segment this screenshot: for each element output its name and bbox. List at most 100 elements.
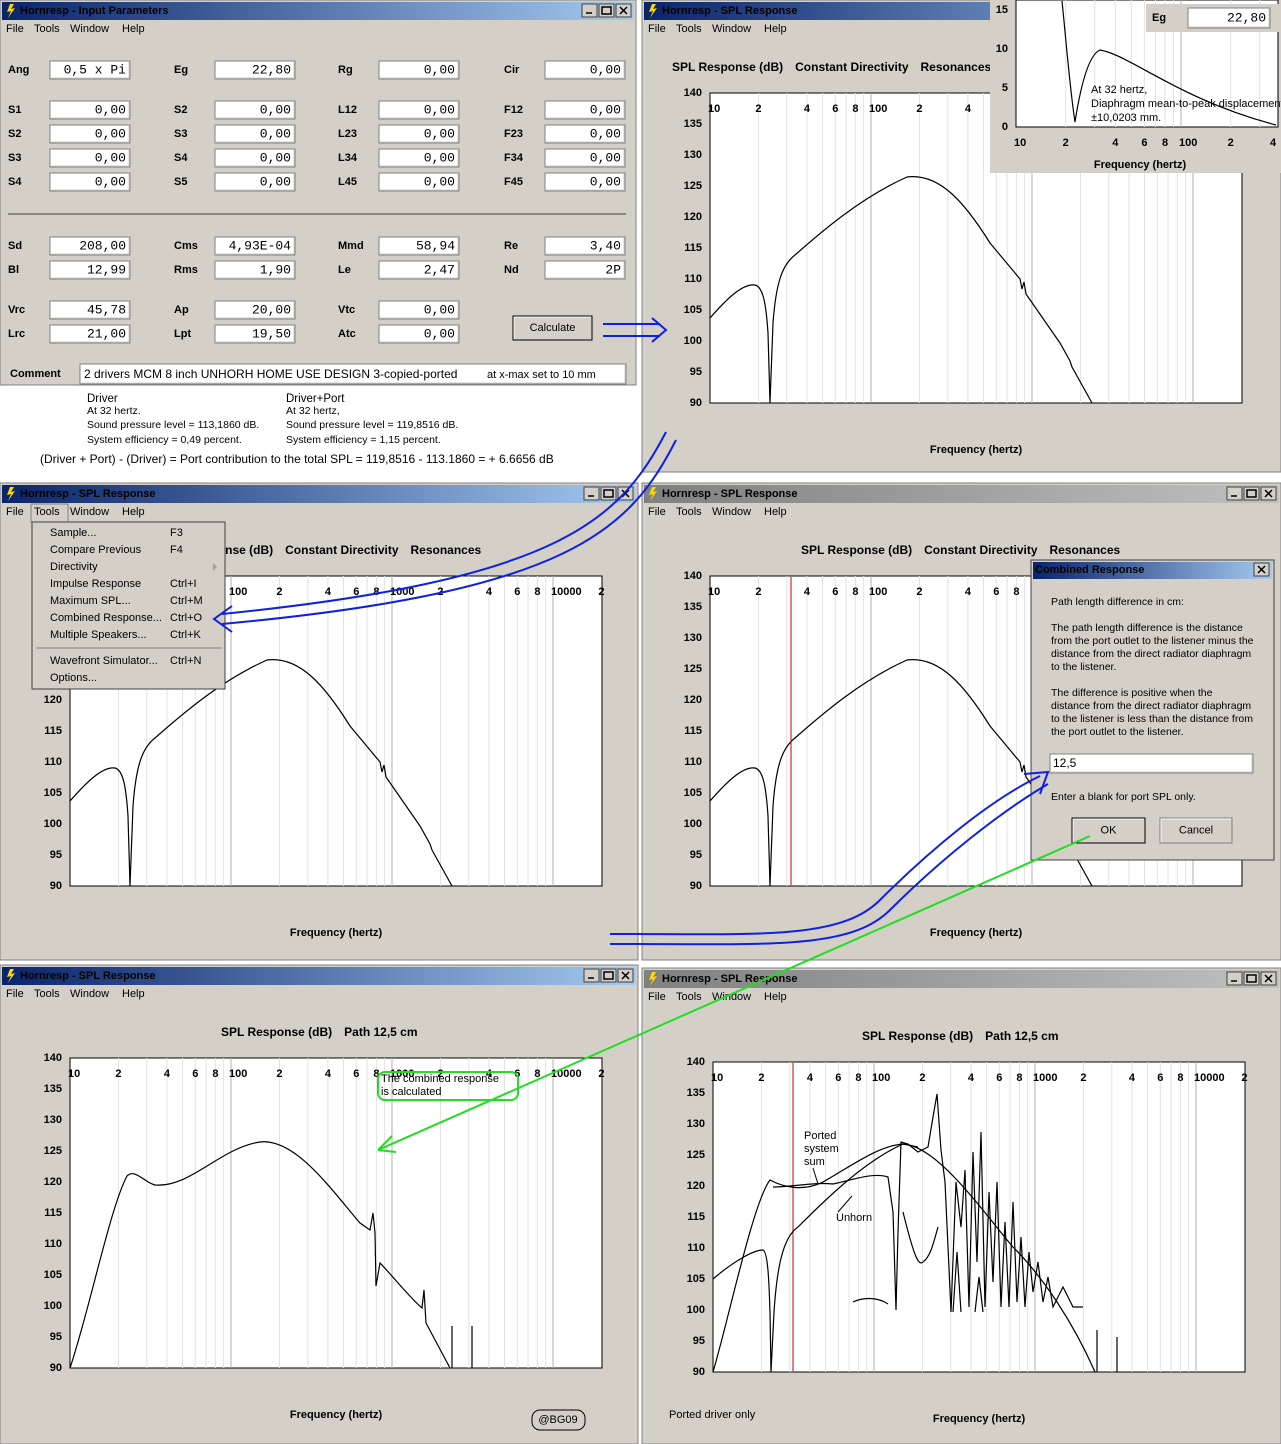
window-title: Hornresp - SPL Response (20, 970, 156, 982)
x-tick-label: 6 (514, 586, 520, 598)
dropdown-item[interactable]: Sample... (50, 527, 96, 539)
param-value[interactable]: 45,78 (87, 303, 126, 318)
title-button-glyph (1264, 489, 1273, 498)
menu-item[interactable]: Tools (676, 991, 702, 1003)
menu-item[interactable]: File (6, 988, 24, 1000)
field (214, 236, 296, 256)
param-value[interactable]: 21,00 (87, 327, 126, 342)
dropdown-shortcut[interactable]: Ctrl+K (170, 629, 202, 641)
param-value[interactable]: 0,00 (260, 103, 291, 118)
menu-item[interactable]: Window (70, 506, 109, 518)
title-button[interactable] (1226, 486, 1243, 501)
menu-item[interactable]: Window (712, 991, 751, 1003)
button[interactable] (1159, 817, 1233, 844)
menu-item[interactable]: Window (70, 23, 109, 35)
param-label: Ang (8, 64, 29, 76)
menu-item[interactable]: Tools (676, 506, 702, 518)
menu-item[interactable]: File (648, 991, 666, 1003)
param-value[interactable]: 1,90 (260, 263, 291, 278)
param-value[interactable]: 0,00 (424, 151, 455, 166)
param-value[interactable]: 2,47 (424, 263, 455, 278)
y-tick-label: 130 (684, 632, 702, 644)
menu-item[interactable]: File (6, 23, 24, 35)
param-value[interactable]: 0,00 (590, 103, 621, 118)
title-button[interactable] (581, 3, 598, 18)
dropdown-item[interactable]: Maximum SPL... (50, 595, 131, 607)
param-value[interactable]: 0,00 (95, 103, 126, 118)
dropdown-shortcut[interactable]: F3 (170, 527, 183, 539)
x-tick-label: 4 (325, 586, 332, 598)
menu-item[interactable]: Window (712, 23, 751, 35)
menu-item[interactable]: Help (122, 23, 145, 35)
dropdown-item[interactable]: Combined Response... (50, 612, 162, 624)
x-tick-label: 8 (1013, 586, 1019, 598)
menu-item[interactable]: Help (122, 506, 145, 518)
dropdown-item[interactable]: Multiple Speakers... (50, 629, 147, 641)
dropdown-shortcut[interactable]: Ctrl+I (170, 578, 197, 590)
title-button[interactable] (583, 968, 600, 983)
dropdown-shortcut[interactable]: Ctrl+M (170, 595, 203, 607)
param-value[interactable]: 0,00 (590, 175, 621, 190)
dropdown-item[interactable]: Impulse Response (50, 578, 141, 590)
param-value[interactable]: 0,00 (424, 175, 455, 190)
param-value[interactable]: 19,50 (252, 327, 291, 342)
param-value[interactable]: 0,00 (424, 127, 455, 142)
menu-item[interactable]: Window (70, 988, 109, 1000)
param-value[interactable]: 3,40 (590, 239, 621, 254)
plot-header: SPL Response (dB) Constant Directivity Res… (801, 543, 1121, 557)
param-value[interactable]: 0,00 (95, 127, 126, 142)
dialog-input[interactable]: 12,5 (1053, 756, 1077, 770)
button-label[interactable]: Cancel (1179, 825, 1213, 837)
param-value[interactable]: 0,00 (590, 63, 621, 78)
menu-item[interactable]: Help (122, 988, 145, 1000)
param-value[interactable]: 4,93E-04 (229, 239, 292, 254)
notes-area (0, 386, 642, 478)
dropdown-item[interactable]: Wavefront Simulator... (50, 655, 158, 667)
comment[interactable]: 2 drivers MCM 8 inch UNHORH HOME USE DES… (84, 367, 457, 381)
param-value[interactable]: 0,00 (95, 175, 126, 190)
menu-item[interactable]: Help (764, 991, 787, 1003)
menu-item[interactable]: Tools (676, 23, 702, 35)
dropdown-item[interactable]: Options... (50, 672, 97, 684)
param-label: S2 (174, 104, 187, 116)
menu-item[interactable]: Window (712, 506, 751, 518)
dropdown-item[interactable]: Compare Previous (50, 544, 142, 556)
title-button[interactable] (583, 486, 600, 501)
param-value[interactable]: 208,00 (79, 239, 126, 254)
param-value[interactable]: 22,80 (252, 63, 291, 78)
button-label[interactable]: Calculate (530, 322, 576, 334)
dropdown-shortcut[interactable]: Ctrl+O (170, 612, 203, 624)
param-value[interactable]: 0,00 (260, 127, 291, 142)
dropdown-shortcut[interactable]: F4 (170, 544, 183, 556)
title-button[interactable] (1226, 971, 1243, 986)
menu-item[interactable]: File (6, 506, 24, 518)
param-value[interactable]: 0,5 x Pi (64, 63, 127, 78)
menu-item[interactable]: Tools (34, 988, 60, 1000)
button[interactable] (512, 315, 593, 341)
param-value[interactable]: 0,00 (590, 127, 621, 142)
param-label: Ap (174, 304, 189, 316)
param-value[interactable]: 0,00 (260, 151, 291, 166)
param-value[interactable]: 2P (605, 263, 621, 278)
menu-item[interactable]: File (648, 506, 666, 518)
menu-item[interactable]: Help (764, 506, 787, 518)
param-value[interactable]: 0,00 (260, 175, 291, 190)
param-value[interactable]: 0,00 (424, 327, 455, 342)
x-tick-label: 4 (807, 1072, 814, 1084)
menu-item[interactable]: Tools (34, 506, 60, 518)
param-value[interactable]: 0,00 (95, 151, 126, 166)
field (544, 60, 626, 80)
param-value[interactable]: 0,00 (590, 151, 621, 166)
button-label[interactable]: OK (1101, 825, 1118, 837)
menu-item[interactable]: Tools (34, 23, 60, 35)
menu-item[interactable]: Help (764, 23, 787, 35)
param-value[interactable]: 58,94 (416, 239, 455, 254)
param-value[interactable]: 12,99 (87, 263, 126, 278)
param-value[interactable]: 0,00 (424, 303, 455, 318)
param-value[interactable]: 0,00 (424, 63, 455, 78)
x-tick-label: 100 (229, 1068, 247, 1080)
param-value[interactable]: 20,00 (252, 303, 291, 318)
menu-item[interactable]: File (648, 23, 666, 35)
param-value[interactable]: 0,00 (424, 103, 455, 118)
dropdown-shortcut[interactable]: Ctrl+N (170, 655, 202, 667)
